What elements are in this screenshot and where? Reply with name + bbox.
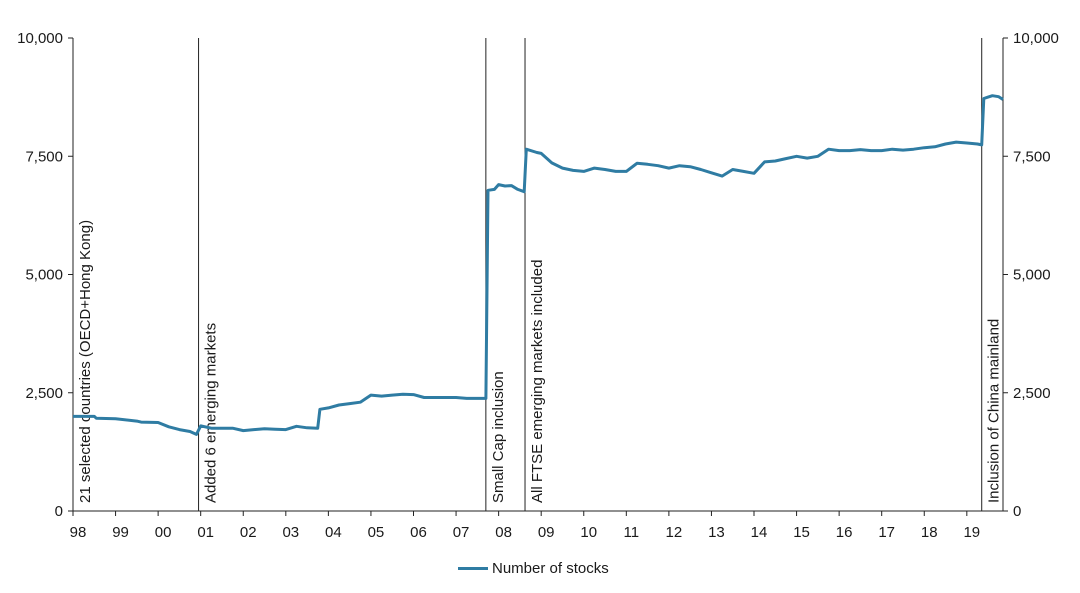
annotation-group: 21 selected countries (OECD+Hong Kong) Ad… (72, 38, 1003, 511)
right-y-tick-label: 0 (1013, 503, 1021, 520)
x-tick-label: 03 (282, 524, 299, 541)
x-tick-label: 08 (495, 524, 512, 541)
left-y-tick-label: 10,000 (17, 30, 63, 47)
x-tick-label: 07 (453, 524, 470, 541)
annotation-label: 21 selected countries (OECD+Hong Kong) (77, 220, 94, 503)
left-y-tick-label: 2,500 (25, 385, 63, 402)
legend: Number of stocks (458, 560, 609, 577)
annotation-label: All FTSE emerging markets included (529, 260, 546, 503)
x-tick-label: 12 (666, 524, 683, 541)
x-tick-label: 02 (240, 524, 257, 541)
x-tick-label: 19 (963, 524, 980, 541)
x-tick-label: 99 (112, 524, 129, 541)
series-line-number-of-stocks (73, 94, 1004, 436)
right-y-ticks: 0 2,500 5,000 7,500 10,000 (1003, 30, 1059, 520)
left-y-ticks: 0 2,500 5,000 7,500 10,000 (17, 30, 73, 520)
left-y-tick-label: 7,500 (25, 148, 63, 165)
x-tick-label: 05 (368, 524, 385, 541)
annotation-label: Small Cap inclusion (490, 371, 507, 503)
x-tick-label: 00 (155, 524, 172, 541)
annotation-label: Added 6 emerging markets (203, 323, 220, 503)
left-y-tick-label: 0 (55, 503, 63, 520)
x-tick-label: 13 (708, 524, 725, 541)
x-tick-label: 09 (538, 524, 555, 541)
x-tick-label: 17 (878, 524, 895, 541)
x-tick-label: 01 (197, 524, 214, 541)
legend-label-number-of-stocks: Number of stocks (492, 560, 609, 577)
x-tick-label: 10 (580, 524, 597, 541)
right-y-tick-label: 7,500 (1013, 148, 1051, 165)
right-y-tick-label: 5,000 (1013, 267, 1051, 284)
x-tick-label: 06 (410, 524, 427, 541)
annotation-label: Inclusion of China mainland (986, 319, 1003, 503)
left-y-tick-label: 5,000 (25, 267, 63, 284)
x-tick-label: 14 (751, 524, 768, 541)
legend-swatch-number-of-stocks (458, 567, 488, 570)
right-y-tick-label: 2,500 (1013, 385, 1051, 402)
right-y-tick-label: 10,000 (1013, 30, 1059, 47)
x-tick-label: 11 (624, 524, 640, 541)
x-tick-label: 15 (793, 524, 810, 541)
x-tick-label: 98 (70, 524, 87, 541)
x-tick-label: 18 (921, 524, 938, 541)
x-tick-label: 04 (325, 524, 342, 541)
x-tick-label: 16 (836, 524, 853, 541)
x-ticks: 98 99 00 01 02 03 04 05 06 07 08 09 10 11 12 13 14 15 16 17… (70, 511, 980, 541)
